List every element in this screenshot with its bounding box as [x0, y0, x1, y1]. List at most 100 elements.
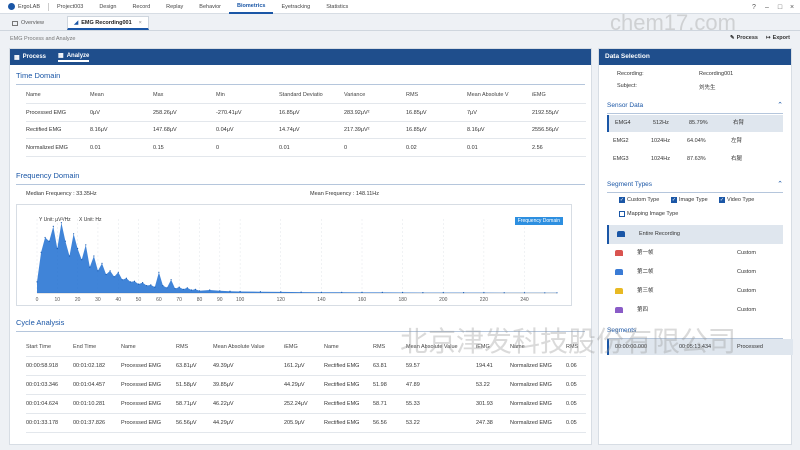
menu-replay[interactable]: Replay	[166, 3, 184, 10]
table-row[interactable]: Normalized EMG 0.01 0.15 0 0.01 0 0.02 0.01 2.56	[26, 140, 586, 157]
sensor-row[interactable]: EMG3 1024Hz 87.63% 右腿	[607, 151, 783, 168]
collapse-segment-types-icon[interactable]: ⌃	[777, 181, 783, 188]
tab-process[interactable]: ▦ Process	[14, 54, 46, 61]
data-point	[341, 291, 343, 293]
recording-value: Recording001	[699, 71, 734, 77]
segment-type-row[interactable]: Entire Recording	[607, 225, 783, 244]
data-point	[503, 292, 505, 294]
tab-analyze[interactable]: ▦ Analyze	[58, 52, 90, 62]
menu-design[interactable]: Design	[99, 3, 117, 10]
segment-type-row[interactable]: 第二帧 Custom	[607, 263, 783, 282]
maximize-icon[interactable]: □	[777, 3, 783, 11]
custom-type-checkbox[interactable]: ✓ Custom Type	[619, 197, 659, 203]
mapping-image-type-label: Mapping Image Type	[627, 211, 679, 217]
top-actions: ✎ Process ↦ Export	[730, 35, 790, 41]
column-header: Start Time	[26, 344, 52, 350]
column-header: Name	[324, 344, 339, 350]
data-point	[178, 286, 180, 288]
x-tick-label: 240	[520, 297, 529, 303]
data-point	[48, 240, 50, 242]
table-cell: 53.22	[476, 382, 490, 388]
sensor-row[interactable]: EMG2 1024Hz 64.04% 左臂	[607, 133, 783, 150]
x-tick-label: 120	[277, 297, 286, 303]
recording-label: Recording:	[617, 71, 644, 77]
table-cell: 194.41	[476, 363, 493, 369]
column-header: RMS	[566, 344, 579, 350]
segment-row[interactable]: 00:00:00.000 00:05:13.434 Processed	[607, 339, 793, 355]
image-type-label: Image Type	[679, 197, 708, 203]
data-point	[219, 290, 221, 292]
segment-type-row[interactable]: 第一帧 Custom	[607, 244, 783, 263]
sensor-cell: EMG3	[613, 156, 629, 162]
process-icon: ✎	[729, 35, 735, 41]
export-icon: ↦	[765, 35, 771, 41]
export-button[interactable]: ↦ Export	[766, 35, 790, 41]
table-cell: -270.41μV	[216, 110, 242, 116]
table-row[interactable]: Rectified EMG 8.16μV 147.68μV 0.04μV 14.74μV…	[26, 122, 586, 139]
table-cell: 0.06	[566, 363, 577, 369]
tab-close-icon[interactable]: ×	[138, 19, 142, 26]
table-cell: 0.05	[566, 401, 577, 407]
table-cell: 44.29μV	[284, 382, 305, 388]
table-cell: 16.85μV	[406, 110, 427, 116]
table-cell: 63.81	[373, 363, 387, 369]
table-cell: 00:01:10.281	[73, 401, 106, 407]
segment-type-row[interactable]: 第四 Custom	[607, 301, 783, 320]
menu-biometrics[interactable]: Biometrics	[229, 0, 274, 14]
data-point	[36, 281, 38, 283]
minimize-icon[interactable]: –	[765, 3, 769, 11]
video-type-checkbox[interactable]: ✓ Video Type	[719, 197, 754, 203]
mapping-image-type-checkbox[interactable]: Mapping Image Type	[619, 211, 678, 217]
segment-end: 00:05:13.434	[679, 344, 712, 350]
menu-behavior[interactable]: Behavior	[199, 3, 222, 10]
segment-icon	[617, 231, 625, 237]
x-tick-label: 80	[197, 297, 203, 303]
unchecked-icon	[619, 211, 625, 217]
menu-statistics[interactable]: Statistics	[326, 3, 349, 10]
table-cell: Rectified EMG	[26, 127, 62, 133]
menu-eyetracking[interactable]: Eyetracking	[281, 3, 311, 10]
segment-name: 第四	[637, 307, 649, 313]
table-row[interactable]: 00:00:58.918 00:01:02.182 Processed EMG 63.…	[26, 357, 586, 376]
table-row[interactable]: Processed EMG 0μV 258.26μV -270.41μV 16.85μV…	[26, 105, 586, 122]
help-icon[interactable]: ?	[752, 3, 756, 11]
table-cell: 161.2μV	[284, 363, 305, 369]
frequency-domain-title: Frequency Domain	[16, 171, 80, 180]
x-tick-label: 90	[217, 297, 223, 303]
data-point	[113, 276, 115, 278]
table-row[interactable]: 00:01:33.178 00:01:37.826 Processed EMG 56.…	[26, 414, 586, 433]
x-tick-label: 60	[156, 297, 162, 303]
process-button[interactable]: ✎ Process	[730, 35, 758, 41]
image-type-checkbox[interactable]: ✓ Image Type	[671, 197, 708, 203]
data-selection-panel: Data Selection Recording: Recording001 S…	[598, 48, 793, 445]
column-header: iEMG	[284, 344, 298, 350]
app-logo[interactable]: ErgoLAB	[0, 0, 48, 14]
close-window-icon[interactable]: ×	[789, 3, 795, 11]
table-cell: 44.29μV	[213, 420, 234, 426]
x-tick-label: 200	[439, 297, 448, 303]
menu-project[interactable]: Project003	[57, 3, 84, 10]
table-cell: 47.89	[406, 382, 420, 388]
table-cell: 0.15	[153, 145, 164, 151]
process-label: Process	[736, 35, 758, 41]
segment-types-title: Segment Types	[607, 181, 653, 188]
tab-overview[interactable]: Overview	[6, 16, 50, 30]
table-cell: 00:00:58.918	[26, 363, 59, 369]
frequency-domain-badge: Frequency Domain	[514, 217, 563, 225]
data-selection-title: Data Selection	[599, 49, 791, 65]
table-row[interactable]: 00:01:04.624 00:01:10.281 Processed EMG 58.…	[26, 395, 586, 414]
export-label: Export	[772, 35, 790, 41]
menu-record[interactable]: Record	[132, 3, 151, 10]
table-cell: 00:01:04.624	[26, 401, 59, 407]
x-tick-label: 0	[36, 297, 39, 303]
collapse-sensor-icon[interactable]: ⌃	[777, 102, 783, 109]
table-header-row: Start Time End Time Name RMS Mean Absolute V…	[26, 338, 586, 357]
segment-type-row[interactable]: 第三帧 Custom	[607, 282, 783, 301]
segment-type: Custom	[737, 288, 756, 294]
tab-emg-recording[interactable]: ◢ EMG Recording001 ×	[67, 16, 149, 30]
data-point	[81, 259, 83, 261]
table-cell: 217.39μV²	[344, 127, 370, 133]
column-header: Name	[121, 344, 136, 350]
sensor-row[interactable]: EMG4 512Hz 85.79% 右臂	[607, 115, 783, 132]
table-row[interactable]: 00:01:03.346 00:01:04.457 Processed EMG 51.…	[26, 376, 586, 395]
